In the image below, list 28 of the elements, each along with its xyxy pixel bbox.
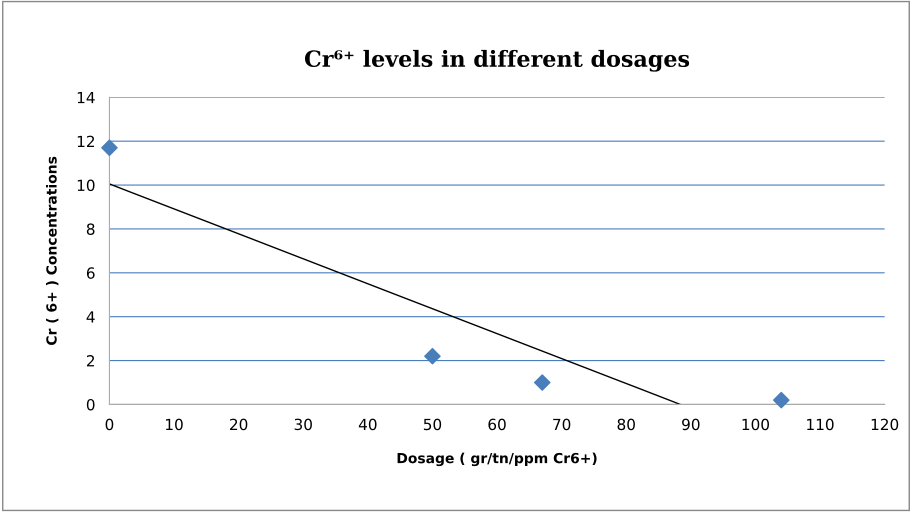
y-tick-label: 12 xyxy=(78,136,94,147)
x-tick-label: 10 xyxy=(166,418,183,430)
point xyxy=(772,392,790,408)
y-axis-title: Cr ( 6+ ) Concentrations xyxy=(46,156,58,345)
y-tick-label: 2 xyxy=(86,355,94,366)
point xyxy=(534,374,551,391)
x-tick-label: 20 xyxy=(230,418,248,430)
x-tick-label: 90 xyxy=(682,418,700,430)
y-tick-label: 14 xyxy=(78,92,95,104)
x-tick-label: 120 xyxy=(872,418,898,430)
point xyxy=(101,139,118,156)
x-tick-label: 80 xyxy=(618,418,635,430)
x-tick-label: 0 xyxy=(106,418,114,430)
y-tick-label: 8 xyxy=(86,223,95,235)
x-tick-label: 40 xyxy=(358,418,377,430)
y-tick-label: 0 xyxy=(86,398,95,410)
x-tick-label: 100 xyxy=(742,418,770,430)
x-axis-title: Dosage ( gr/tn/ppm Cr6+) xyxy=(398,452,597,466)
y-tick-label: 6 xyxy=(86,267,95,279)
x-tick-label: 50 xyxy=(424,418,442,430)
y-tick-label: 4 xyxy=(86,311,95,323)
x-tick-label: 60 xyxy=(488,418,506,430)
x-tick-label: 110 xyxy=(807,418,834,430)
x-tick-label: 70 xyxy=(553,418,570,430)
y-tick-label: 10 xyxy=(78,180,95,192)
chart-title: Cr⁶⁺ levels in different dosages xyxy=(305,50,690,72)
point xyxy=(424,348,441,365)
x-tick-label: 30 xyxy=(294,418,312,430)
